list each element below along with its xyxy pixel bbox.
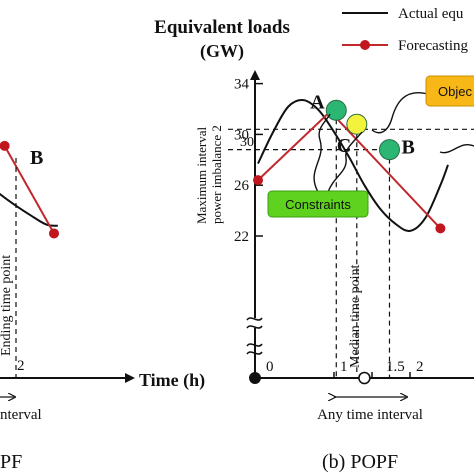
right-y-axis-break-gap	[246, 318, 264, 328]
left-actual-load-line	[0, 192, 58, 227]
left-panel-label: PF	[0, 451, 22, 473]
right-origin-marker	[249, 372, 261, 384]
constraints-pointer-b	[327, 131, 363, 193]
left-ending-time-label: Ending time point	[0, 255, 14, 356]
left-forecast-marker-1	[49, 228, 59, 239]
special-point-b	[378, 139, 400, 161]
right-y-axis-break-top	[246, 317, 263, 321]
objective-pointer	[371, 92, 429, 134]
legend-forecast-marker	[360, 40, 370, 50]
right-chart-title: Equivalent loads	[154, 17, 290, 38]
right-dashed-value-label: 30	[240, 135, 254, 150]
legend-forecast-label: Forecasting	[398, 38, 468, 54]
left-panel-chart: B Ending time point 2 Time (h) nterval P…	[0, 140, 205, 473]
left-point-b-label: B	[30, 147, 43, 169]
right-median-label: Median time point	[348, 264, 363, 368]
left-forecast-marker-0	[0, 140, 10, 151]
right-x-tick-label-2: 2	[416, 359, 424, 375]
right-y-tick-label-34: 34	[234, 77, 250, 93]
constraints-callout-label: Constraints	[285, 197, 351, 212]
left-forecast-markers	[0, 140, 59, 239]
left-x-axis-label: Time (h)	[139, 370, 205, 391]
right-y-axis-label-line1: Maximum interval	[194, 126, 209, 224]
objective-callout-box	[425, 75, 474, 107]
right-y-ticks: 22 26 30 34	[234, 77, 263, 245]
right-actual-load-line	[257, 98, 449, 232]
special-point-a	[325, 99, 347, 121]
objective-callout-label: Objec	[438, 84, 472, 99]
right-forecast-marker-1	[435, 223, 446, 234]
right-y-axis-break-bottom	[246, 325, 263, 329]
left-forecast-line	[3, 145, 55, 234]
right-dashed-guides	[228, 110, 474, 378]
right-y-tick-label-26: 26	[234, 178, 250, 194]
right-special-points: AC B	[310, 91, 415, 161]
special-point-label-c: C	[337, 135, 351, 157]
objective-pointer-b	[439, 144, 474, 154]
legend-actual-label: Actual equ	[398, 6, 464, 22]
special-point-label-a: A	[310, 91, 325, 113]
right-panel-chart: Equivalent loads (GW) Maximum interval p…	[154, 17, 474, 473]
right-x-tick-label-1.5: 1.5	[386, 359, 405, 375]
constraints-pointer-a	[313, 113, 331, 193]
special-point-c	[346, 113, 368, 135]
left-interval-label: nterval	[0, 407, 42, 423]
right-y-axis-label-line2: power imbalance 2	[209, 125, 224, 224]
right-y-tick-label-22: 22	[234, 229, 249, 245]
right-y-tick-label-30: 30	[234, 127, 249, 143]
right-chart-title-unit: (GW)	[200, 41, 244, 62]
left-x-tick-2: 2	[17, 358, 25, 374]
right-x-tick-label-0: 0	[266, 359, 274, 375]
right-y-axis-break-lower-bottom	[246, 351, 263, 355]
right-interval-label: Any time interval	[317, 407, 423, 423]
right-y-axis-break-lower-top	[246, 343, 263, 347]
right-x-ticks: 0 1 1.5 2	[266, 359, 424, 378]
legend: Actual equ Forecasting	[342, 6, 468, 54]
right-forecast-markers	[253, 175, 446, 234]
right-median-marker	[358, 371, 371, 385]
right-x-tick-label-1: 1	[340, 359, 348, 375]
right-forecast-marker-0	[253, 175, 263, 186]
right-panel-label: (b) POPF	[322, 451, 398, 473]
constraints-callout-box	[267, 190, 369, 218]
special-point-label-b: B	[401, 137, 414, 159]
